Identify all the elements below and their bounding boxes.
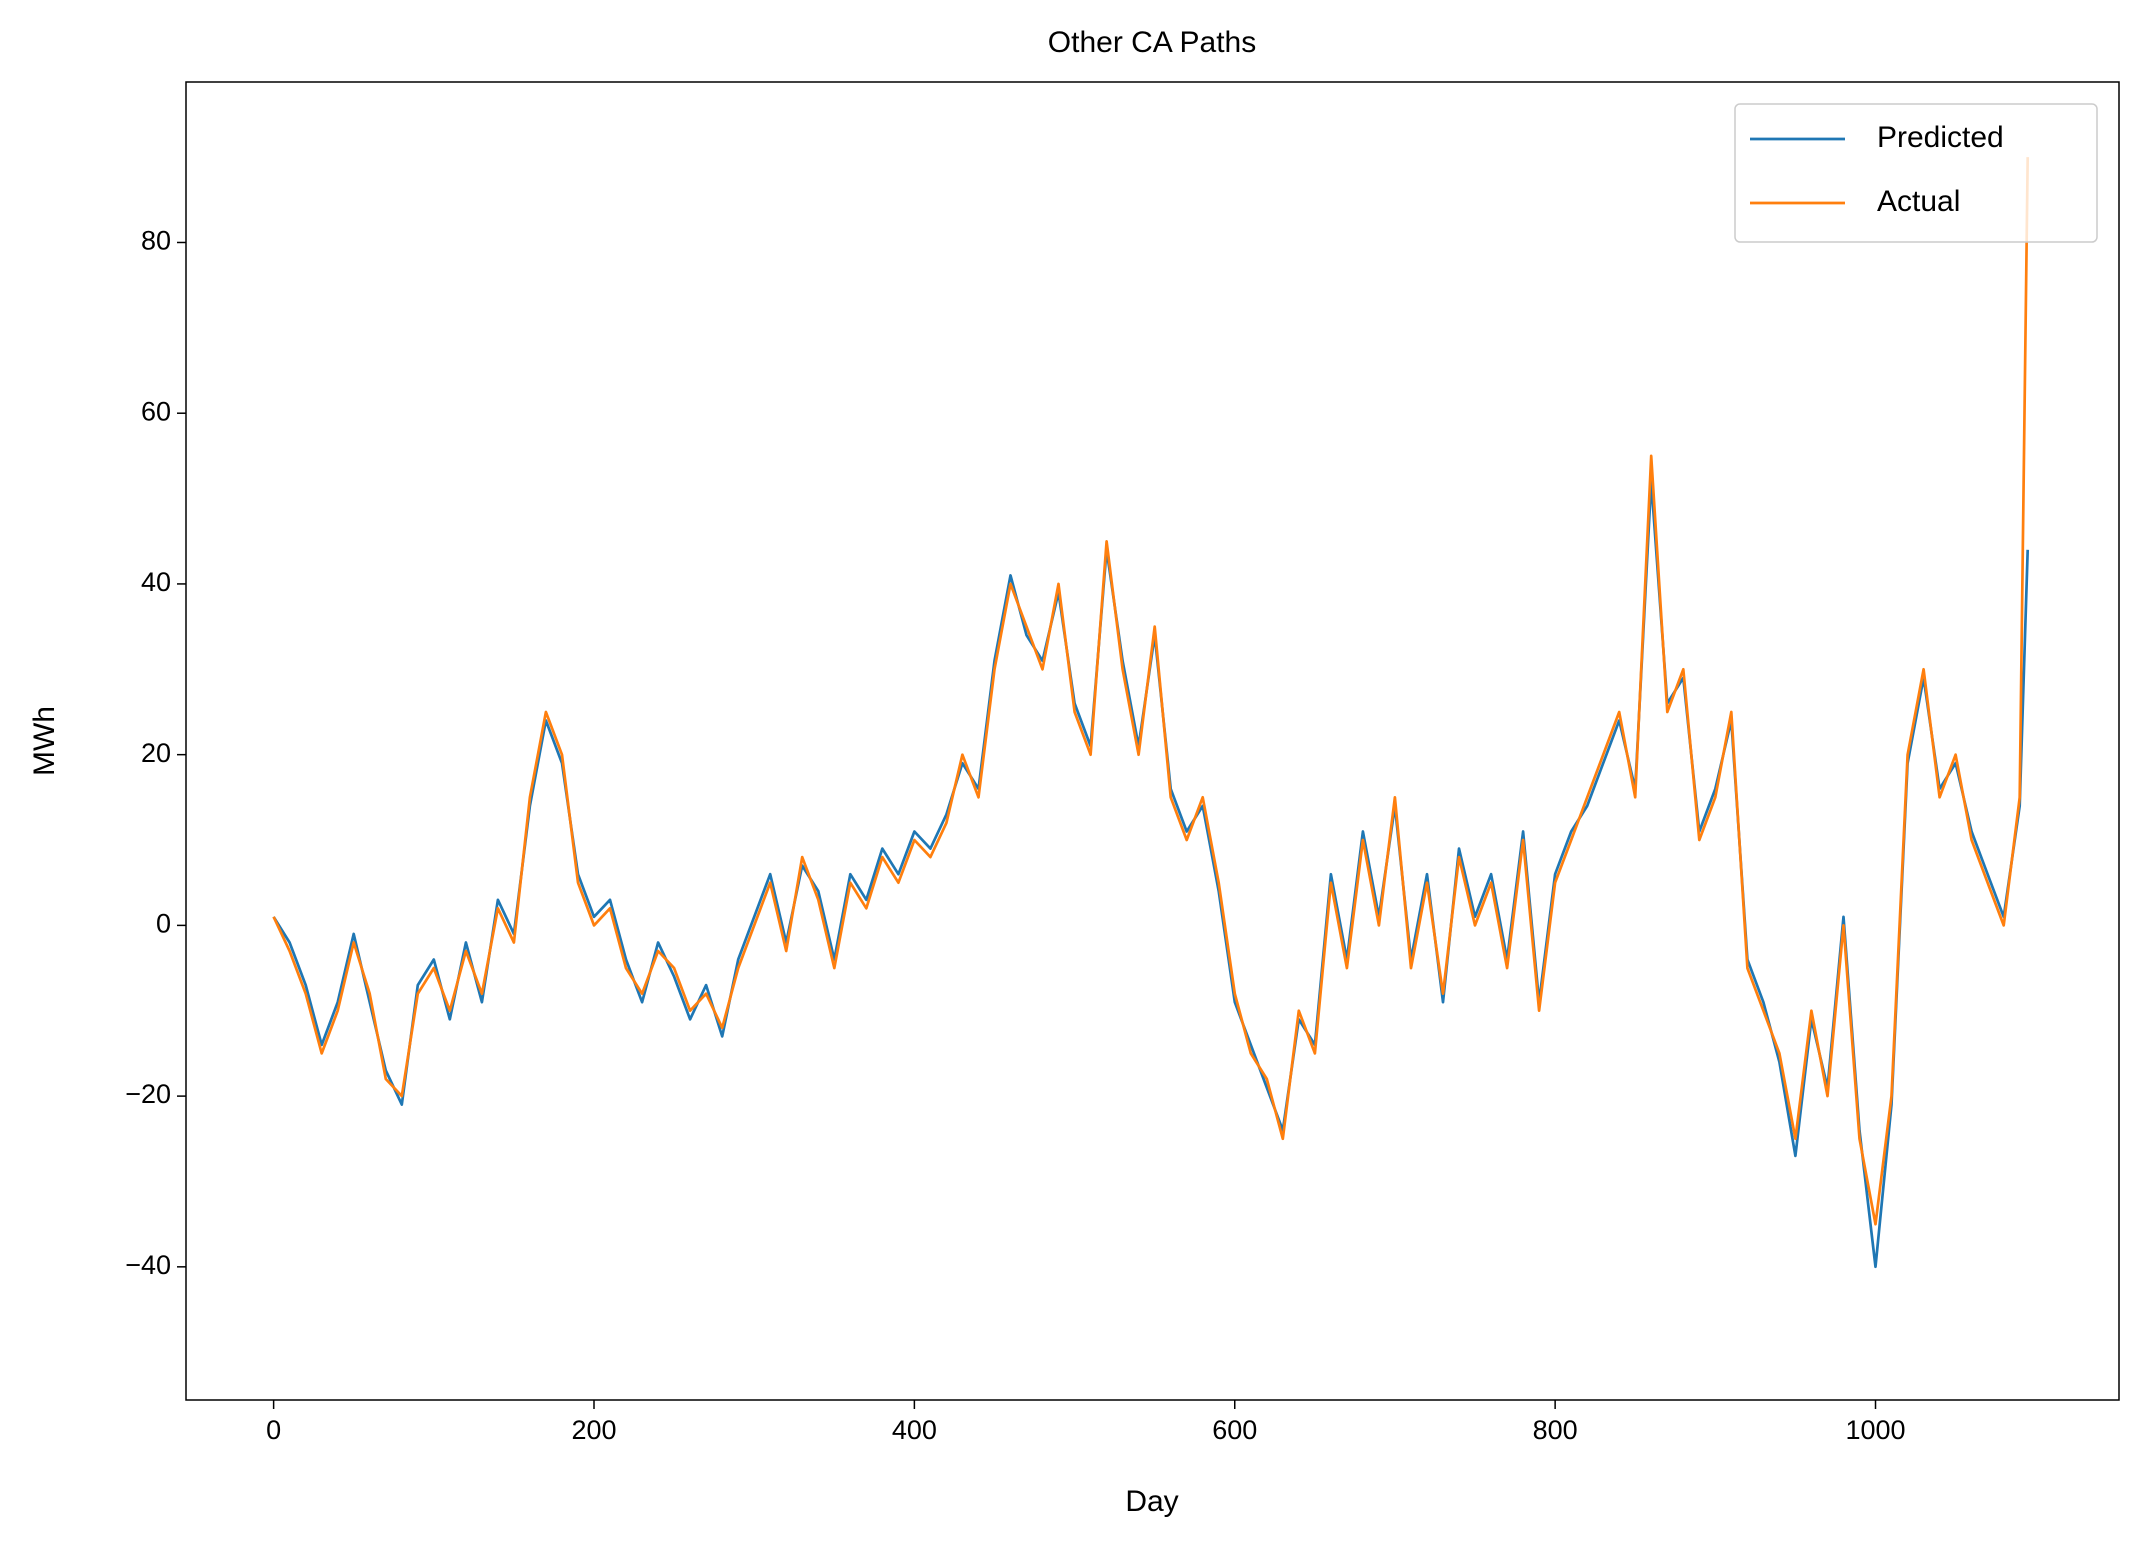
x-axis-label: Day bbox=[1125, 1485, 1178, 1518]
data-line bbox=[272, 157, 2030, 1226]
y-tick-label: −40 bbox=[125, 1250, 171, 1280]
chart-title: Other CA Paths bbox=[1048, 26, 1256, 59]
y-tick-label: 80 bbox=[141, 226, 171, 256]
x-tick-label: 0 bbox=[266, 1415, 281, 1445]
y-axis-label: MWh bbox=[28, 706, 61, 776]
x-tick-label: 200 bbox=[571, 1415, 616, 1445]
legend-label: Predicted bbox=[1877, 121, 2004, 154]
x-tick-label: 800 bbox=[1533, 1415, 1578, 1445]
y-tick-label: −20 bbox=[125, 1079, 171, 1109]
plot-frame bbox=[185, 81, 2120, 1401]
y-tick-label: 20 bbox=[141, 738, 171, 768]
y-tick-label: 40 bbox=[141, 567, 171, 597]
x-tick-label: 1000 bbox=[1845, 1415, 1905, 1445]
x-tick-label: 600 bbox=[1212, 1415, 1257, 1445]
y-tick-label: 60 bbox=[141, 396, 171, 426]
x-tick-label: 400 bbox=[892, 1415, 937, 1445]
legend-label: Actual bbox=[1877, 185, 1960, 218]
y-tick-label: 0 bbox=[156, 909, 171, 939]
